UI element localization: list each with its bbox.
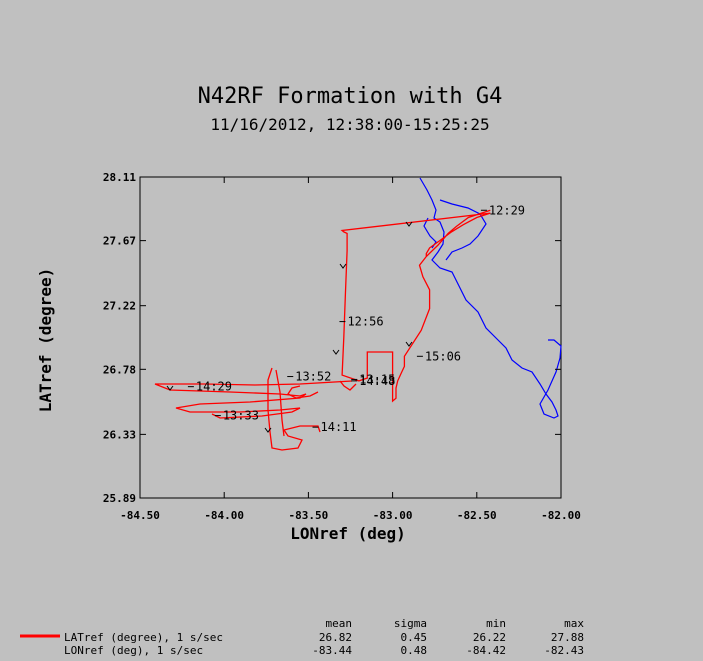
legend-label-lat: LATref (degree), 1 s/sec — [64, 631, 223, 644]
direction-arrow — [264, 427, 272, 433]
direction-arrow — [339, 263, 347, 269]
time-annotation: 13:15 — [359, 372, 395, 386]
plot-area — [139, 176, 562, 499]
track-leg — [267, 367, 321, 451]
track-leg — [287, 385, 319, 399]
flight-track — [154, 209, 491, 451]
time-annotation: 14:48 — [359, 374, 395, 388]
bay-shoreline-path — [439, 199, 487, 261]
time-annotation: 12:56 — [347, 315, 383, 329]
x-tick-label: -82.50 — [457, 509, 497, 522]
direction-arrow — [332, 349, 340, 355]
time-annotation: 13:52 — [295, 370, 331, 384]
stat-lat-mean: 26.82 — [319, 631, 352, 644]
direction-arrow — [405, 221, 413, 227]
track-leg — [275, 369, 285, 437]
x-tick-label: -84.50 — [120, 509, 160, 522]
time-annotation: 13:33 — [223, 409, 259, 423]
y-tick-label: 27.22 — [103, 300, 136, 313]
x-tick-label: -84.00 — [204, 509, 244, 522]
y-tick-label: 26.78 — [103, 363, 136, 376]
y-axis-label: LATref (degree) — [36, 268, 55, 413]
track-leg — [175, 393, 307, 413]
track-leg — [211, 407, 301, 419]
x-tick-label: -83.00 — [373, 509, 413, 522]
stats-header-min: min — [486, 617, 506, 630]
stat-lon-max: -82.43 — [544, 644, 584, 657]
direction-arrow — [405, 341, 413, 347]
stats-header-max: max — [564, 617, 584, 630]
y-tick-label: 25.89 — [103, 492, 136, 505]
time-annotation: 14:11 — [321, 420, 357, 434]
stats-table: mean sigma min max LATref (degree), 1 s/… — [20, 617, 584, 657]
time-annotation: 12:29 — [489, 203, 525, 217]
stat-lon-min: -84.42 — [466, 644, 506, 657]
stat-lon-mean: -83.44 — [312, 644, 352, 657]
stat-lat-sigma: 0.45 — [401, 631, 428, 644]
stats-header-sigma: sigma — [394, 617, 427, 630]
direction-arrow — [166, 385, 174, 391]
x-tick-label: -82.00 — [541, 509, 581, 522]
legend-label-lon: LONref (deg), 1 s/sec — [64, 644, 203, 657]
x-axis-label: LONref (deg) — [290, 524, 406, 543]
x-tick-label: -83.50 — [289, 509, 329, 522]
stat-lat-max: 27.88 — [551, 631, 584, 644]
track-line — [340, 209, 491, 403]
axis-ticks: -84.50 -84.00 -83.50 -83.00 -82.50 -82.00 25.8… — [103, 171, 581, 522]
y-tick-label: 26.33 — [103, 428, 136, 441]
stat-lon-sigma: 0.48 — [401, 644, 428, 657]
stat-lat-min: 26.22 — [473, 631, 506, 644]
y-tick-label: 28.11 — [103, 171, 136, 184]
y-tick-label: 27.67 — [103, 235, 136, 248]
time-annotation: 14:29 — [196, 380, 232, 394]
time-annotation: 15:06 — [425, 349, 461, 363]
stats-header-mean: mean — [326, 617, 353, 630]
track-leg — [339, 380, 357, 391]
coastline-path — [419, 177, 562, 419]
chart-title: N42RF Formation with G4 — [198, 84, 503, 109]
chart-subtitle: 11/16/2012, 12:38:00-15:25:25 — [210, 115, 489, 134]
